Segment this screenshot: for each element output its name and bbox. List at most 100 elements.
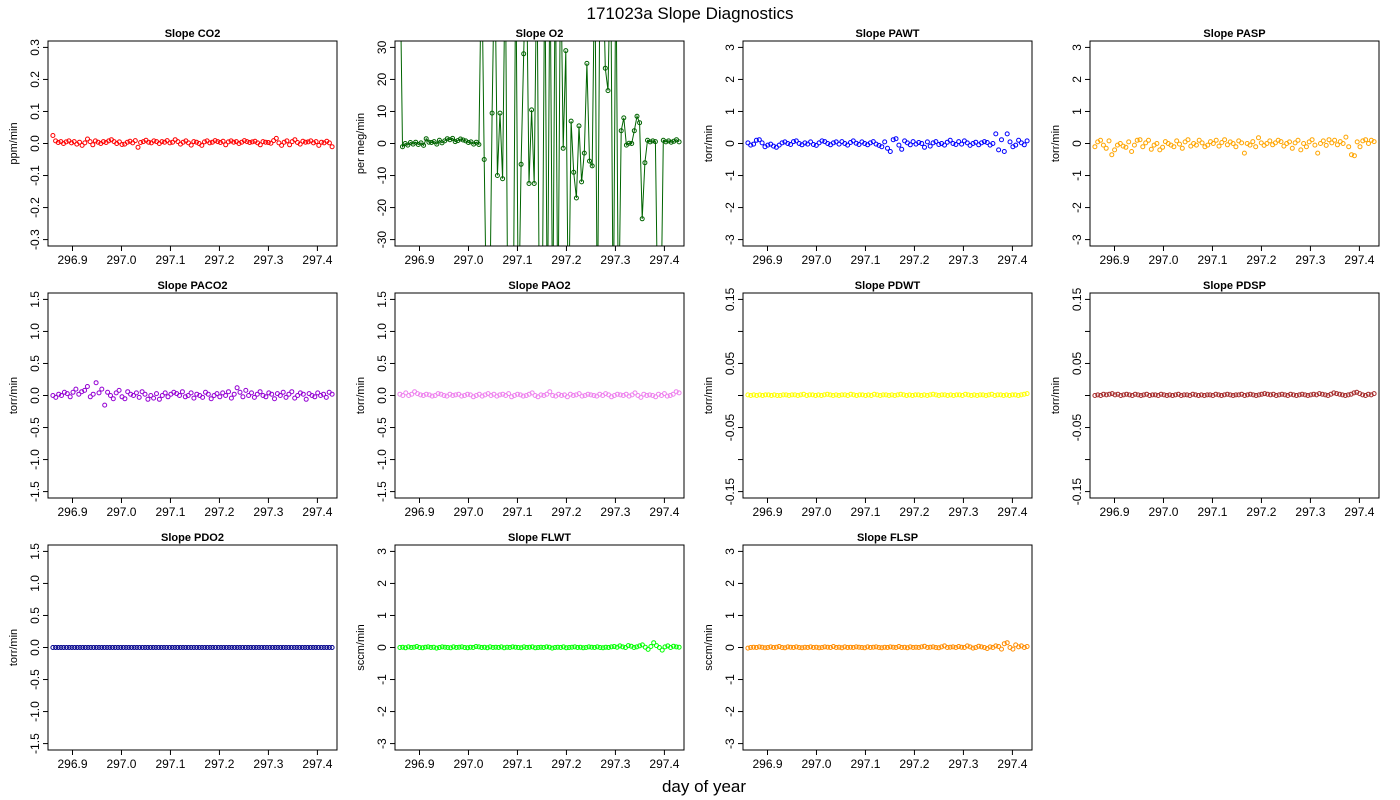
data-point-slope-pao2-50 bbox=[544, 391, 550, 397]
data-point-slope-pdwt-45 bbox=[877, 393, 883, 398]
data-point-slope-paco2-33 bbox=[145, 396, 151, 402]
data-point-slope-pao2-4 bbox=[409, 391, 415, 397]
data-point-slope-flsp-5 bbox=[759, 644, 765, 650]
data-point-slope-pdo2-2 bbox=[55, 645, 61, 650]
data-point-slope-paco2-28 bbox=[131, 393, 136, 398]
data-point-slope-flsp-40 bbox=[859, 645, 865, 650]
data-point-slope-flwt-38 bbox=[504, 644, 510, 650]
data-point-slope-paco2-62 bbox=[228, 395, 234, 401]
data-point-slope-pasp-81 bbox=[1320, 138, 1326, 144]
panel-slope-pdsp: Slope PDSP torr/min 296.9 297.0 297.1 297.2 29… bbox=[1050, 280, 1380, 519]
data-point-slope-flsp-18 bbox=[796, 645, 802, 650]
data-point-slope-pawt-38 bbox=[853, 140, 859, 146]
data-point-slope-paco2-3 bbox=[59, 393, 64, 398]
data-point-slope-paco2-70 bbox=[251, 394, 257, 400]
data-point-slope-paco2-67 bbox=[243, 387, 249, 393]
data-point-slope-flwt-11 bbox=[428, 645, 434, 650]
panel-title-slope-pdo2: Slope PDO2 bbox=[161, 532, 224, 544]
data-point-slope-pdwt-68 bbox=[945, 393, 951, 398]
data-point-slope-pdo2-80 bbox=[267, 645, 273, 650]
data-point-slope-pdwt-85 bbox=[995, 392, 1001, 398]
y-tick-label-slope-pawt-1: -2 bbox=[723, 202, 737, 213]
data-point-slope-flsp-70 bbox=[944, 645, 950, 650]
data-point-slope-pdo2-87 bbox=[286, 645, 292, 650]
y-tick-label-slope-co2-0: -0.3 bbox=[28, 229, 42, 250]
data-point-slope-flsp-87 bbox=[993, 643, 999, 649]
data-point-slope-pdwt-74 bbox=[962, 391, 968, 397]
x-tick-label-slope-flwt-0: 296.9 bbox=[404, 757, 434, 771]
data-point-slope-pdwt-67 bbox=[942, 392, 948, 398]
data-point-slope-flsp-33 bbox=[839, 645, 845, 651]
data-point-slope-flsp-23 bbox=[810, 645, 816, 650]
data-point-slope-pasp-20 bbox=[1148, 146, 1154, 152]
data-point-slope-flsp-68 bbox=[939, 644, 945, 650]
data-point-slope-pawt-58 bbox=[910, 139, 916, 145]
data-point-slope-pawt-16 bbox=[791, 139, 796, 145]
data-point-slope-co2-34 bbox=[140, 139, 146, 145]
data-point-slope-pasp-44 bbox=[1216, 143, 1222, 149]
data-point-slope-pdsp-63 bbox=[1273, 393, 1279, 398]
x-tick-label-slope-pdsp-4: 297.3 bbox=[1295, 505, 1325, 519]
data-point-slope-paco2-22 bbox=[113, 390, 119, 396]
data-point-slope-pdo2-78 bbox=[261, 645, 267, 650]
data-point-slope-pawt-63 bbox=[924, 139, 930, 145]
data-point-slope-flwt-84 bbox=[634, 644, 640, 650]
x-tick-label-slope-pdsp-0: 296.9 bbox=[1099, 505, 1129, 519]
data-point-slope-paco2-40 bbox=[165, 394, 171, 400]
y-tick-label-slope-flwt-5: 2 bbox=[375, 580, 389, 587]
series-slope-flsp bbox=[745, 640, 1030, 652]
data-point-slope-paco2-80 bbox=[280, 389, 286, 395]
data-point-slope-co2-11 bbox=[79, 142, 85, 148]
data-point-slope-co2-2 bbox=[55, 140, 61, 145]
x-tick-label-slope-pawt-2: 297.1 bbox=[850, 253, 880, 267]
data-point-slope-co2-5 bbox=[63, 139, 69, 145]
data-point-slope-pasp-72 bbox=[1295, 137, 1301, 143]
data-point-slope-pdsp-73 bbox=[1302, 392, 1308, 398]
data-point-slope-flsp-91 bbox=[1004, 640, 1010, 646]
data-point-slope-pdsp-64 bbox=[1276, 392, 1282, 398]
x-tick-label-slope-pdwt-0: 296.9 bbox=[752, 505, 782, 519]
y-axis-label-slope-flsp: sccm/min bbox=[703, 624, 715, 670]
data-point-slope-pdwt-91 bbox=[1012, 392, 1018, 398]
y-tick-label-slope-pawt-0: -3 bbox=[723, 234, 737, 245]
data-point-slope-flwt-7 bbox=[417, 645, 423, 650]
data-point-slope-flsp-25 bbox=[816, 645, 822, 651]
x-tick-label-slope-pdo2-3: 297.2 bbox=[204, 757, 234, 771]
data-point-slope-co2-99 bbox=[313, 139, 319, 145]
y-tick-label-slope-pdo2-1: -1.0 bbox=[28, 701, 42, 722]
data-point-slope-o2-67 bbox=[573, 195, 579, 201]
plot-frame-slope-pdo2 bbox=[47, 544, 338, 751]
data-point-slope-co2-26 bbox=[119, 142, 125, 147]
data-point-slope-paco2-2 bbox=[56, 391, 62, 397]
data-point-slope-flwt-21 bbox=[456, 644, 462, 650]
data-point-slope-o2-49 bbox=[526, 181, 532, 186]
data-point-slope-pawt-73 bbox=[953, 142, 959, 147]
data-point-slope-pdsp-48 bbox=[1230, 393, 1236, 398]
data-point-slope-flwt-42 bbox=[515, 645, 521, 650]
x-tick-label-slope-paco2-5: 297.4 bbox=[302, 505, 332, 519]
data-point-slope-co2-28 bbox=[124, 139, 130, 145]
y-tick-label-slope-pdsp-0: -0.15 bbox=[1070, 478, 1084, 506]
plot-frame-slope-flsp bbox=[742, 544, 1033, 751]
data-point-slope-pawt-67 bbox=[936, 142, 942, 147]
data-point-slope-pdo2-27 bbox=[123, 645, 129, 650]
data-point-slope-pao2-80 bbox=[632, 390, 638, 396]
data-point-slope-co2-98 bbox=[311, 140, 316, 146]
y-tick-label-slope-pdo2-2: -0.5 bbox=[28, 669, 42, 690]
data-point-slope-flwt-4 bbox=[408, 645, 414, 650]
data-point-slope-o2-39 bbox=[500, 176, 506, 182]
data-point-slope-co2-64 bbox=[220, 138, 226, 144]
x-tick-label-slope-flsp-0: 296.9 bbox=[752, 757, 782, 771]
data-point-slope-paco2-8 bbox=[73, 386, 79, 392]
data-point-slope-co2-17 bbox=[95, 139, 101, 145]
data-point-slope-pdsp-68 bbox=[1288, 391, 1294, 397]
data-point-slope-flwt-29 bbox=[479, 645, 485, 650]
data-point-slope-pdwt-56 bbox=[910, 393, 915, 398]
data-point-slope-pdo2-58 bbox=[207, 645, 213, 650]
data-point-slope-co2-100 bbox=[316, 142, 322, 148]
data-point-slope-co2-72 bbox=[241, 138, 247, 144]
data-point-slope-pdwt-3 bbox=[754, 393, 760, 398]
data-point-slope-pdwt-1 bbox=[748, 393, 754, 398]
data-point-slope-flsp-8 bbox=[768, 644, 774, 650]
